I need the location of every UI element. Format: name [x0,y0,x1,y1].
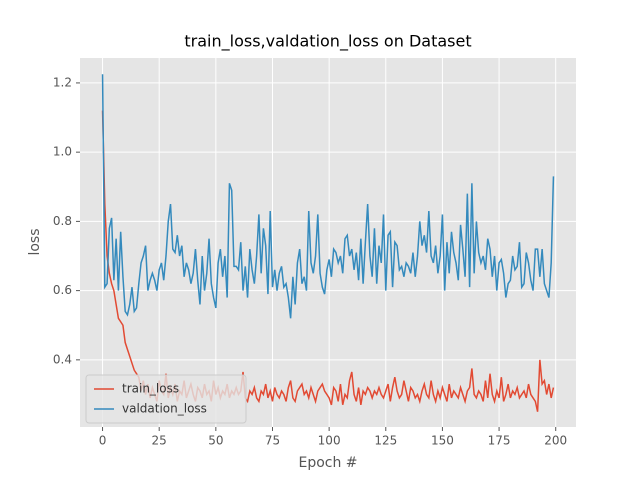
grid [80,58,576,427]
y-axis-label: loss [27,228,43,255]
series-line [101,74,555,319]
x-tick-label: 25 [152,434,167,448]
x-tick-label: 75 [265,434,280,448]
y-tick-label: 0.4 [53,352,72,366]
y-tick-label: 1.2 [53,75,72,89]
x-tick-label: 100 [318,434,341,448]
legend-box [85,374,247,424]
x-tick-label: 200 [544,434,567,448]
legend: train_loss valdation_loss [85,374,247,424]
x-tick-label: 0 [99,434,107,448]
x-axis-label: Epoch # [298,455,357,471]
legend-label: valdation_loss [122,402,207,416]
x-tick-label: 125 [374,434,397,448]
chart-title: train_loss,valdation_loss on Dataset [184,32,471,52]
y-tick-label: 1.0 [53,145,72,159]
y-tick-label: 0.8 [53,214,72,228]
plot-area [80,58,576,427]
legend-label: train_loss [122,382,179,396]
x-tick-label: 175 [488,434,511,448]
x-tick-label: 50 [208,434,223,448]
y-tick-label: 0.6 [53,283,72,297]
x-tick-label: 150 [431,434,454,448]
